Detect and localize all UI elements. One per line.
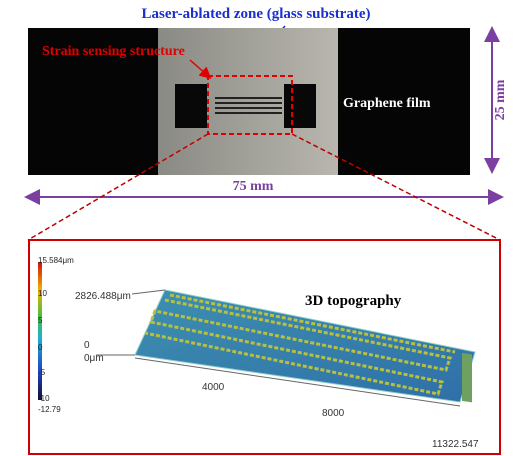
cb-label: 10 (38, 289, 47, 298)
serpentine (144, 293, 456, 396)
film-label: Graphene film (343, 96, 431, 111)
grating (215, 97, 282, 114)
height-label: 25 mm (493, 79, 508, 120)
cb-label: 0 (38, 343, 43, 352)
highlight (207, 75, 293, 135)
axis-lines (96, 289, 461, 407)
colorbar (38, 262, 42, 400)
zoom-line (27, 133, 209, 241)
colorbar-labels: 15.584μm 10 5 0 -5 -10 -12.79 (38, 256, 74, 414)
zoom-line (291, 133, 501, 241)
axis-label: 11322.547 (432, 439, 479, 450)
title: Laser-ablated zone (glass substrate) (141, 6, 370, 22)
topography-title: 3D topography (305, 293, 402, 309)
pad (284, 84, 316, 128)
cb-label: 15.584μm (38, 256, 74, 265)
cb-label: -5 (38, 368, 46, 377)
cb-label: -12.79 (38, 405, 61, 414)
pad-3d (462, 352, 472, 403)
axis-label: 4000 (202, 382, 225, 393)
axis-label: 8000 (322, 408, 345, 419)
cb-label: -10 (38, 394, 50, 403)
axis-label: 0μm (84, 353, 104, 364)
width-label: 75 mm (233, 179, 274, 194)
pad (175, 84, 207, 128)
cb-label: 5 (38, 316, 43, 325)
axis-label: 0 (84, 340, 90, 351)
axis-label: 2826.488μm (75, 291, 131, 302)
arrow (189, 59, 212, 79)
structure-label: Strain sensing structure (42, 44, 185, 59)
